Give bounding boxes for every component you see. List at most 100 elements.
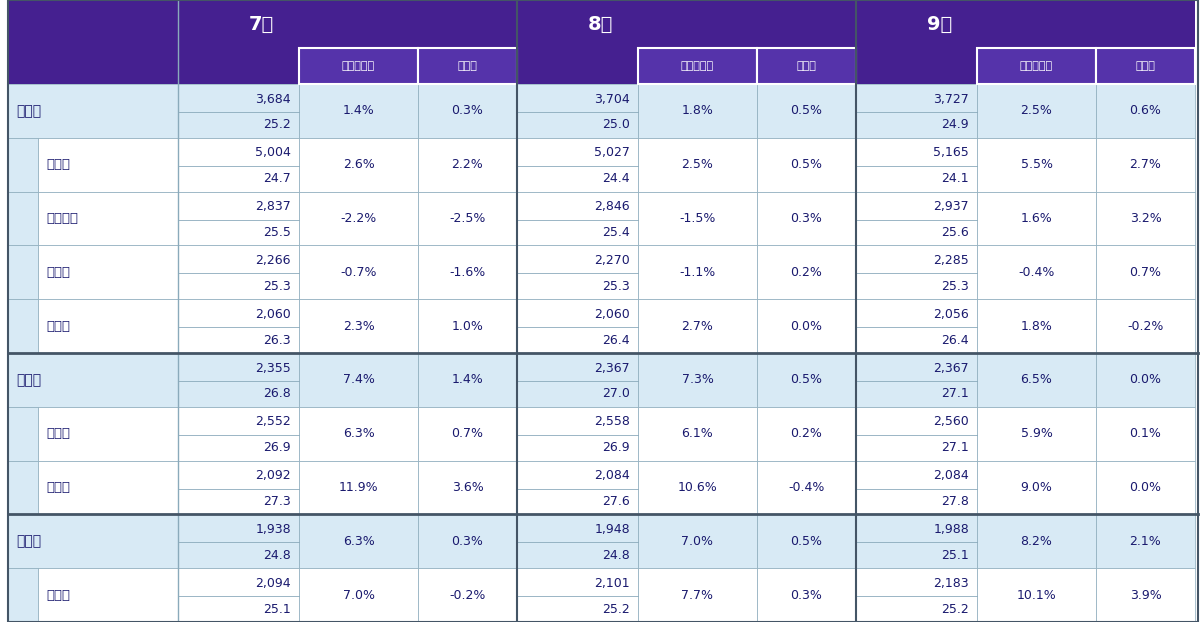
Text: 0.7%: 0.7% — [451, 427, 484, 440]
Text: 6.5%: 6.5% — [1020, 373, 1052, 386]
Text: 2.7%: 2.7% — [1129, 158, 1162, 171]
Text: 0.2%: 0.2% — [791, 266, 822, 279]
Text: 2,937: 2,937 — [934, 200, 970, 213]
Bar — [638, 192, 757, 246]
Text: 2,285: 2,285 — [934, 254, 970, 267]
Text: 2,056: 2,056 — [934, 308, 970, 321]
Bar — [418, 84, 517, 138]
Text: 0.1%: 0.1% — [1129, 427, 1162, 440]
Bar — [856, 299, 977, 353]
Text: 前年同月比: 前年同月比 — [680, 61, 714, 71]
Text: 25.4: 25.4 — [602, 226, 630, 239]
Bar — [638, 461, 757, 514]
Text: 1.8%: 1.8% — [1020, 320, 1052, 333]
Text: 3.2%: 3.2% — [1129, 212, 1162, 225]
Bar — [977, 514, 1096, 569]
Text: 25.1: 25.1 — [941, 549, 970, 562]
Bar — [1096, 246, 1195, 299]
Text: 前月比: 前月比 — [1135, 61, 1156, 71]
Text: -0.4%: -0.4% — [1019, 266, 1055, 279]
Text: 1,938: 1,938 — [256, 523, 292, 536]
Text: 2.7%: 2.7% — [682, 320, 714, 333]
Bar — [299, 353, 418, 407]
Text: 埼玉県: 埼玉県 — [46, 266, 70, 279]
Bar — [757, 461, 856, 514]
Text: 神奈川県: 神奈川県 — [46, 212, 78, 225]
Bar — [418, 48, 517, 84]
Text: 0.0%: 0.0% — [1129, 481, 1162, 494]
Bar — [299, 138, 418, 192]
Text: 2,084: 2,084 — [594, 469, 630, 482]
Text: 26.8: 26.8 — [263, 388, 292, 401]
Bar — [1096, 461, 1195, 514]
Bar — [757, 407, 856, 461]
Text: 10.1%: 10.1% — [1016, 588, 1056, 601]
Text: 2,367: 2,367 — [594, 361, 630, 374]
Text: 3.6%: 3.6% — [451, 481, 484, 494]
Bar — [856, 0, 1195, 48]
Text: -0.4%: -0.4% — [788, 481, 824, 494]
Bar — [1096, 569, 1195, 622]
Text: 27.6: 27.6 — [602, 495, 630, 508]
Text: 26.3: 26.3 — [263, 333, 292, 346]
Text: 2,084: 2,084 — [934, 469, 970, 482]
Text: 6.3%: 6.3% — [343, 535, 374, 548]
Text: 0.3%: 0.3% — [451, 104, 484, 118]
Text: 6.3%: 6.3% — [343, 427, 374, 440]
Text: 2.2%: 2.2% — [451, 158, 484, 171]
Bar — [977, 246, 1096, 299]
Text: 2,552: 2,552 — [256, 415, 292, 429]
Text: 7月: 7月 — [248, 14, 274, 34]
Text: 25.3: 25.3 — [263, 280, 292, 293]
Text: -1.6%: -1.6% — [449, 266, 486, 279]
Text: 3,684: 3,684 — [256, 93, 292, 106]
Text: 0.5%: 0.5% — [791, 158, 822, 171]
Text: 2,266: 2,266 — [256, 254, 292, 267]
Bar — [856, 514, 977, 569]
Bar — [757, 299, 856, 353]
Bar — [977, 569, 1096, 622]
Text: 中部圏: 中部圏 — [16, 534, 41, 549]
Bar — [38, 192, 178, 246]
Text: 9月: 9月 — [926, 14, 952, 34]
Text: -2.2%: -2.2% — [341, 212, 377, 225]
Text: 1.6%: 1.6% — [1021, 212, 1052, 225]
Bar — [856, 246, 977, 299]
Text: 5,027: 5,027 — [594, 146, 630, 159]
Bar — [856, 407, 977, 461]
Text: 27.1: 27.1 — [941, 441, 970, 454]
Text: 2,060: 2,060 — [594, 308, 630, 321]
Bar — [856, 48, 977, 84]
Text: 2,837: 2,837 — [256, 200, 292, 213]
Text: 2,846: 2,846 — [594, 200, 630, 213]
Text: 5.5%: 5.5% — [1020, 158, 1052, 171]
Text: 27.8: 27.8 — [941, 495, 970, 508]
Text: 24.8: 24.8 — [263, 549, 292, 562]
Text: 25.2: 25.2 — [602, 603, 630, 616]
Text: 0.3%: 0.3% — [791, 212, 822, 225]
Bar — [638, 353, 757, 407]
Text: -2.5%: -2.5% — [449, 212, 486, 225]
Text: 2,558: 2,558 — [594, 415, 630, 429]
Text: 24.4: 24.4 — [602, 172, 630, 185]
Text: 2.1%: 2.1% — [1129, 535, 1162, 548]
Text: 25.0: 25.0 — [602, 118, 630, 131]
Bar — [299, 514, 418, 569]
Bar — [638, 48, 757, 84]
Bar — [638, 84, 757, 138]
Text: 2.3%: 2.3% — [343, 320, 374, 333]
Text: 首都圏: 首都圏 — [16, 104, 41, 118]
Text: 7.0%: 7.0% — [342, 588, 374, 601]
Bar — [178, 192, 299, 246]
Text: 7.0%: 7.0% — [682, 535, 714, 548]
Bar — [418, 461, 517, 514]
Text: 5.9%: 5.9% — [1020, 427, 1052, 440]
Text: 2.6%: 2.6% — [343, 158, 374, 171]
Text: 0.2%: 0.2% — [791, 427, 822, 440]
Bar — [8, 407, 38, 461]
Text: 25.3: 25.3 — [602, 280, 630, 293]
Text: -0.7%: -0.7% — [341, 266, 377, 279]
Text: 0.5%: 0.5% — [791, 535, 822, 548]
Bar — [638, 246, 757, 299]
Bar — [977, 353, 1096, 407]
